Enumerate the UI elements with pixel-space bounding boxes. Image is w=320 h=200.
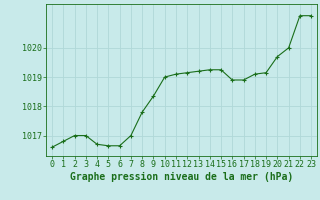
X-axis label: Graphe pression niveau de la mer (hPa): Graphe pression niveau de la mer (hPa): [70, 172, 293, 182]
